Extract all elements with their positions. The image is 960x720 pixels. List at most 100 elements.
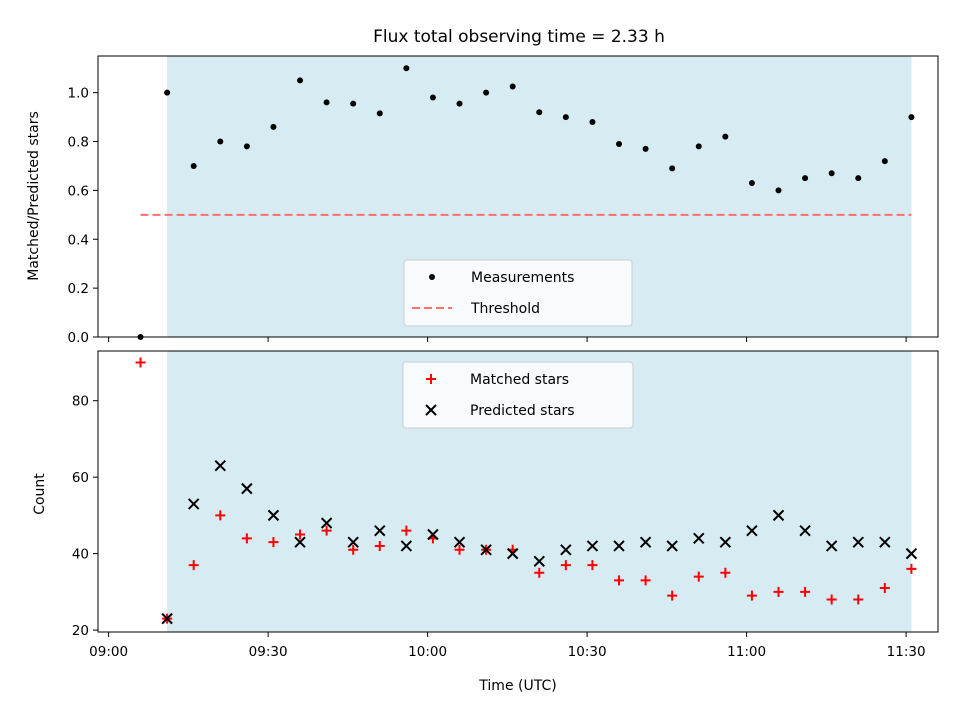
legend-box — [403, 259, 633, 327]
matched-point — [800, 586, 811, 597]
predicted-point — [506, 547, 519, 560]
predicted-point — [214, 459, 226, 472]
predicted-point — [320, 517, 333, 529]
predicted-point — [825, 540, 838, 552]
ylabel-top: Matched/Predicted stars — [26, 111, 42, 281]
legend-label: Predicted stars — [470, 403, 575, 419]
y-tick-label: 80 — [72, 394, 89, 410]
chart-title: Flux total observing time = 2.33 h — [373, 27, 665, 47]
predicted-point — [772, 509, 785, 522]
matched-point — [295, 529, 306, 540]
predicted-point — [294, 536, 306, 548]
matched-point — [640, 575, 651, 586]
matched-point — [667, 590, 678, 601]
matched-point — [534, 567, 545, 578]
measurement-point — [562, 114, 569, 121]
predicted-point — [267, 509, 280, 522]
measurement-point — [376, 110, 383, 117]
x-tick-label: 09:00 — [89, 644, 128, 660]
legend-bottom: Matched stars Predicted stars — [402, 361, 634, 429]
predicted-point — [719, 536, 732, 548]
predicted-point — [560, 544, 572, 556]
legend-label: Matched stars — [470, 372, 569, 388]
matched-point — [241, 533, 252, 544]
matched-point — [454, 544, 465, 555]
predicted-point — [879, 536, 891, 548]
measurement-point — [695, 143, 702, 150]
predicted-point — [400, 540, 413, 552]
matched-point — [773, 586, 784, 597]
y-tick-label: 1.0 — [68, 86, 89, 102]
matched-point — [906, 563, 917, 574]
y-tick-label: 0.6 — [68, 183, 89, 199]
predicted-point — [187, 498, 200, 510]
legend-marker-predicted — [425, 404, 437, 416]
matched-point — [826, 594, 837, 605]
legend-box — [402, 361, 634, 429]
predicted-point — [852, 536, 864, 548]
measurement-point — [855, 175, 862, 182]
matched-point — [879, 583, 890, 594]
measurement-point — [642, 145, 649, 152]
matched-point — [746, 590, 757, 601]
predicted-point — [586, 540, 599, 552]
measurement-point — [217, 138, 224, 145]
matched-point — [215, 510, 226, 521]
predicted-point — [374, 524, 386, 537]
panel-ratio: 0.0 0.2 0.4 0.6 0.8 1.0 Measurements Threshold — [68, 55, 939, 346]
legend-marker-matched — [426, 374, 436, 384]
measurement-point — [190, 162, 197, 169]
measurement-point — [429, 94, 436, 101]
matched-point — [560, 560, 571, 571]
measurement-point — [456, 100, 463, 107]
measurement-point — [748, 180, 755, 187]
measurement-point — [881, 158, 888, 165]
y-tick-label: 0.4 — [68, 232, 89, 248]
matched-point — [188, 560, 199, 571]
predicted-point — [480, 544, 492, 556]
matched-point — [348, 544, 359, 555]
matched-point — [321, 525, 332, 536]
legend-label: Threshold — [470, 301, 540, 317]
predicted-point — [533, 555, 545, 567]
predicted-point — [746, 524, 758, 537]
measurement-point — [908, 114, 915, 121]
measurement-point — [589, 118, 596, 125]
measurement-point — [775, 187, 782, 194]
predicted-point — [693, 532, 705, 545]
matched-point — [374, 540, 385, 551]
x-tick-label: 11:00 — [727, 644, 766, 660]
y-tick-label: 0.0 — [68, 330, 89, 346]
y-tick-label: 60 — [72, 470, 89, 486]
predicted-point — [639, 536, 652, 548]
x-tick-label: 09:30 — [249, 644, 288, 660]
x-tick-label: 10:30 — [568, 644, 607, 660]
predicted-point — [427, 528, 439, 541]
measurement-point — [270, 123, 277, 130]
axes-frame-top — [97, 55, 939, 338]
y-tick-label: 40 — [72, 547, 89, 563]
matched-point — [614, 575, 625, 586]
measurement-point — [403, 65, 410, 72]
legend-label: Measurements — [471, 270, 574, 286]
predicted-point — [453, 536, 466, 548]
legend-marker-measurements — [429, 274, 435, 280]
measurement-point — [802, 175, 809, 182]
measurement-point — [616, 140, 623, 147]
predicted-point — [799, 524, 811, 537]
predicted-point — [347, 536, 359, 548]
panel-counts: 09:00 09:30 10:00 10:30 11:00 11:30 20 40 60 80 Ma… — [72, 350, 939, 660]
measurement-point — [297, 77, 304, 84]
measurement-point — [509, 83, 516, 90]
y-tick-label: 0.2 — [68, 281, 89, 297]
x-tick-label: 10:00 — [408, 644, 447, 660]
legend-top: Measurements Threshold — [403, 259, 633, 327]
measurement-point — [350, 100, 357, 107]
axes-frame-bottom — [97, 350, 939, 633]
y-tick-label: 0.8 — [68, 135, 89, 151]
ylabel-bottom: Count — [32, 473, 48, 515]
matched-point — [693, 571, 704, 582]
measurement-point — [536, 109, 543, 116]
x-tick-label: 11:30 — [887, 644, 926, 660]
